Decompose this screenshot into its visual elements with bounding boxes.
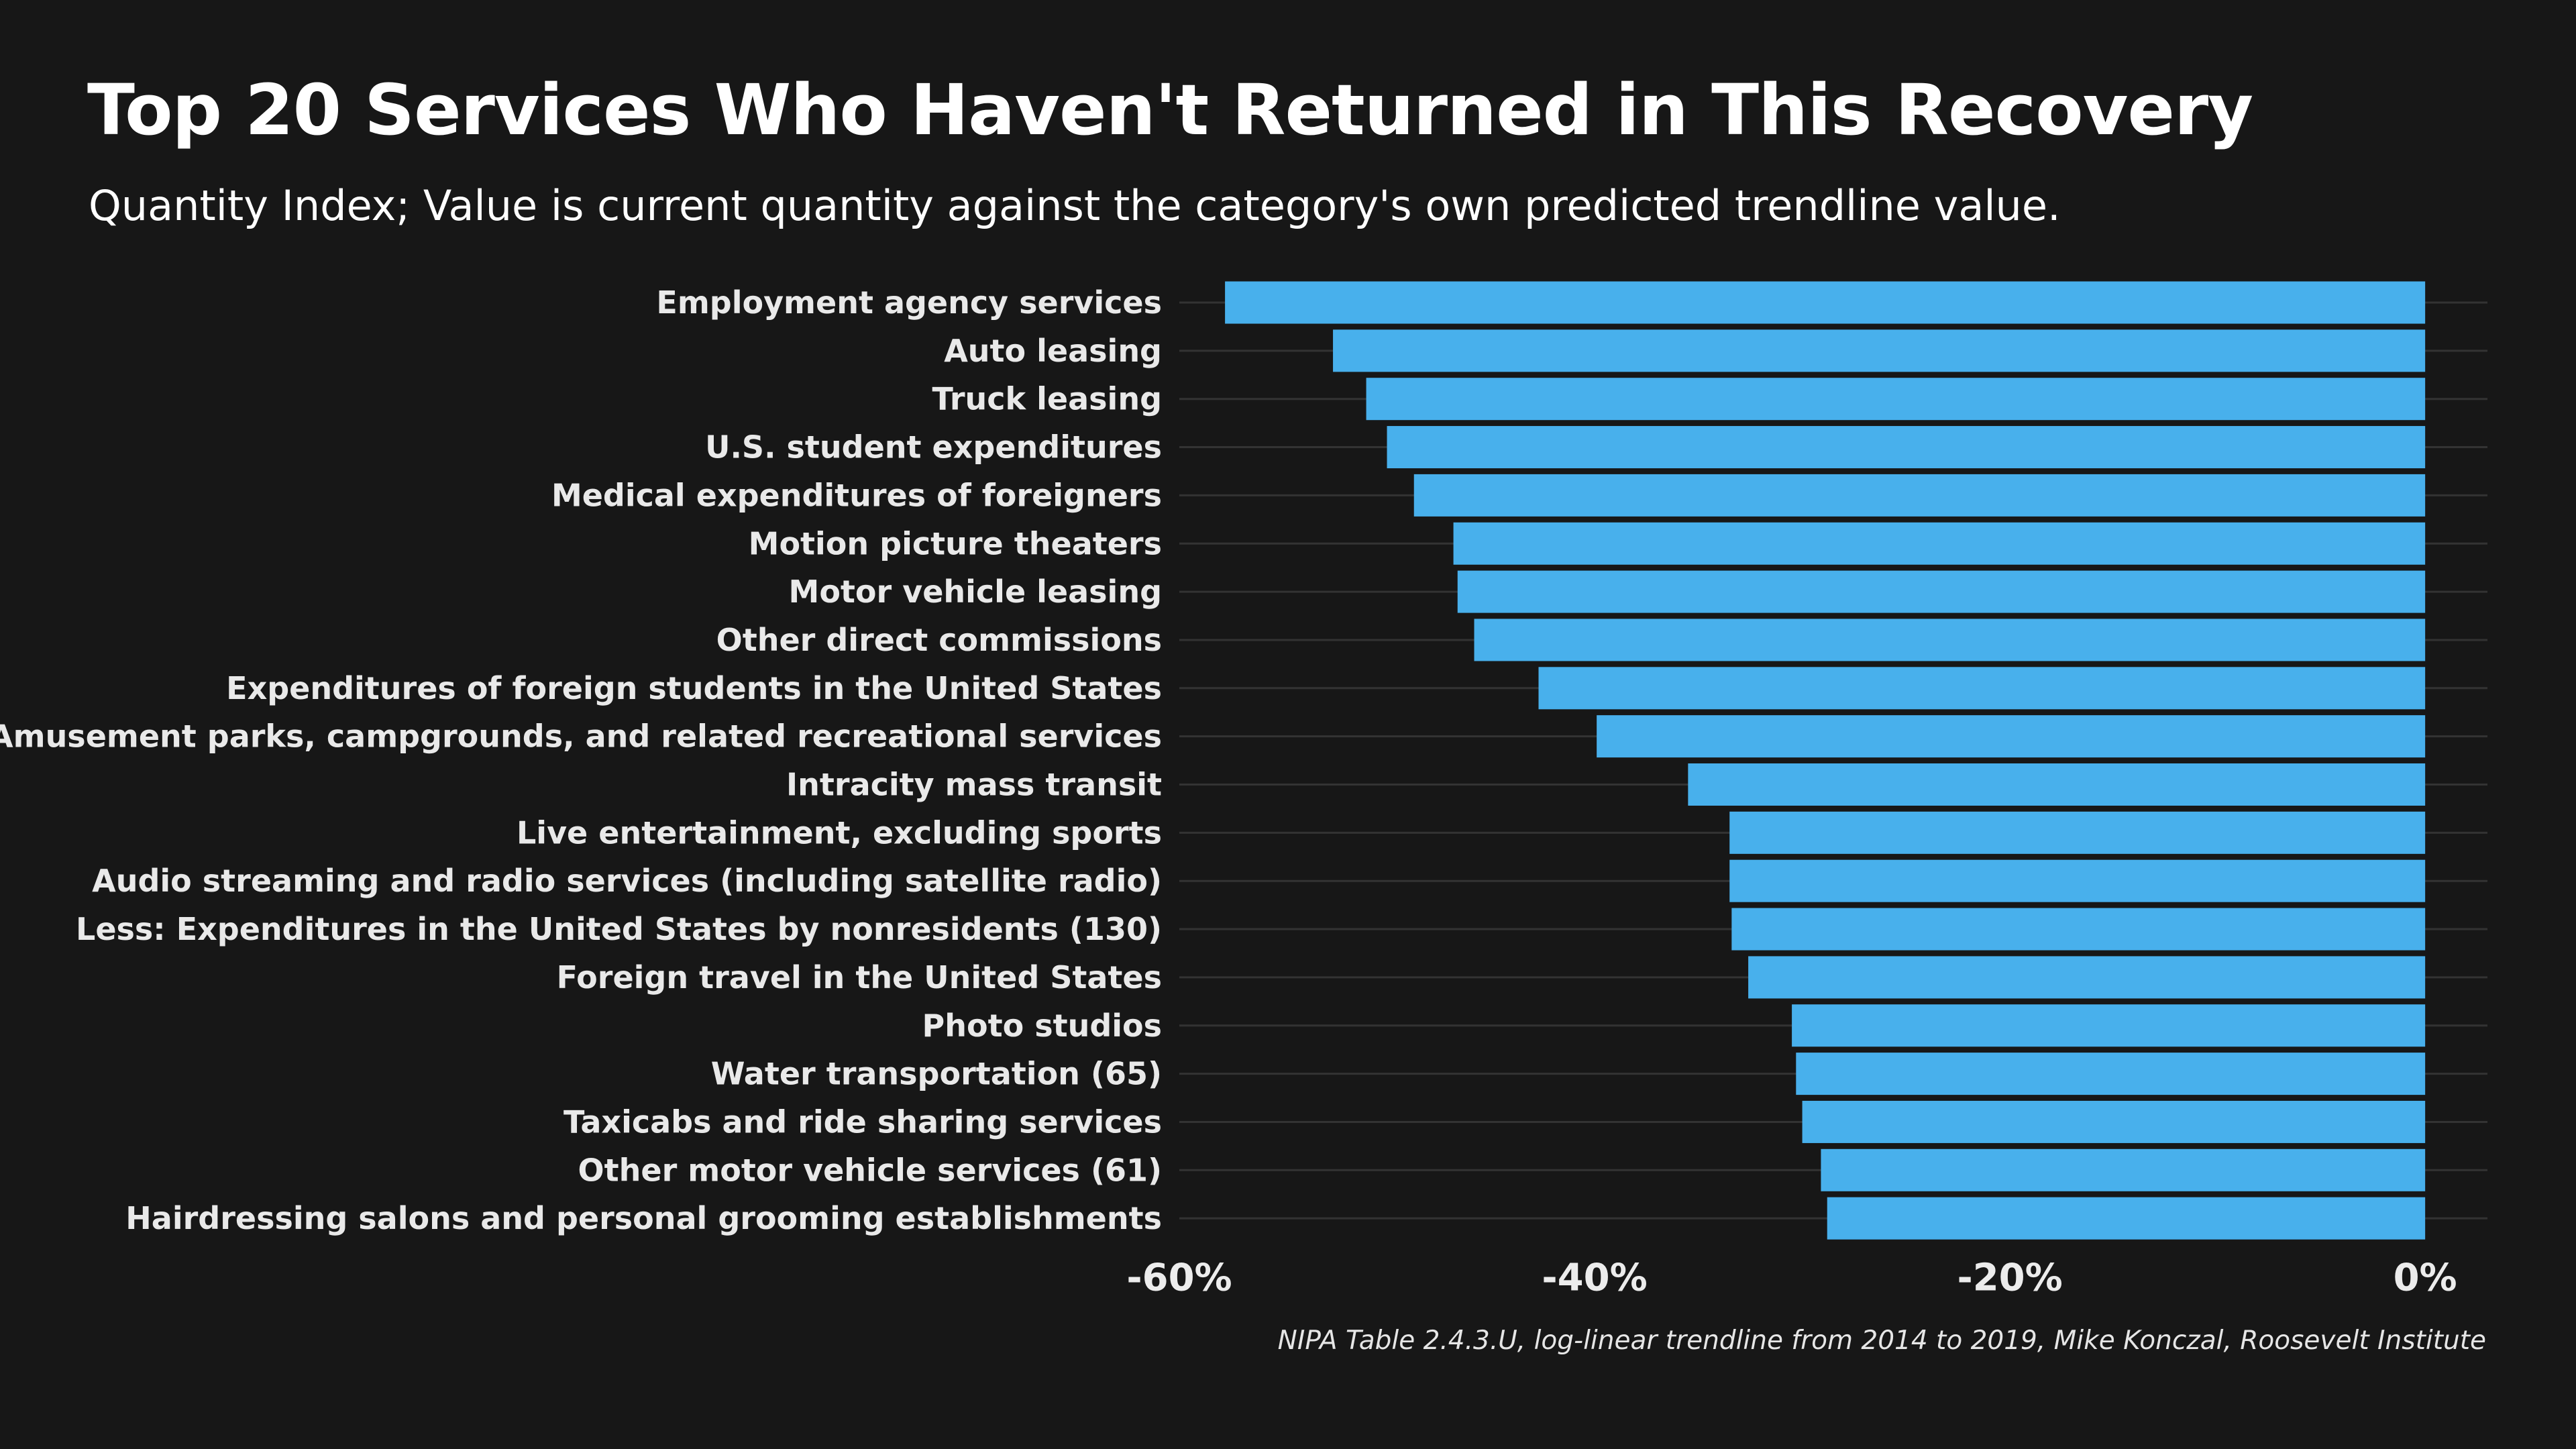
bar-6	[1453, 522, 2426, 565]
bar-13	[1729, 859, 2426, 902]
x-tick-label: -20%	[1957, 1256, 2062, 1300]
category-label: Medical expenditures of foreigners	[551, 477, 1162, 513]
bar-14	[1731, 908, 2426, 951]
bar-4	[1387, 426, 2426, 469]
bar-16	[1792, 1004, 2426, 1047]
category-label: Taxicabs and ride sharing services	[564, 1104, 1162, 1140]
bar-9	[1538, 667, 2426, 710]
category-label: Amusement parks, campgrounds, and relate…	[0, 718, 1162, 755]
chart-caption: NIPA Table 2.4.3.U, log-linear trendline…	[1277, 1326, 2486, 1356]
bar-20	[1827, 1197, 2426, 1240]
bar-2	[1333, 329, 2426, 372]
category-label: Motion picture theaters	[749, 525, 1162, 561]
category-label: Auto leasing	[944, 333, 1162, 369]
category-label: Intracity mass transit	[786, 767, 1162, 803]
bar-7	[1457, 570, 2426, 613]
category-label: Other motor vehicle services (61)	[578, 1152, 1162, 1188]
x-tick-label: -60%	[1126, 1256, 1232, 1300]
category-label: Other direct commissions	[716, 622, 1162, 658]
category-label: Live entertainment, excluding sports	[517, 814, 1162, 851]
bar-3	[1366, 378, 2426, 421]
bar-15	[1748, 956, 2426, 999]
category-label: Photo studios	[922, 1008, 1162, 1044]
chart-subtitle: Quantity Index; Value is current quantit…	[89, 181, 2061, 230]
category-label: Water transportation (65)	[711, 1056, 1162, 1092]
bar-19	[1821, 1148, 2426, 1191]
bar-18	[1802, 1100, 2426, 1143]
category-label: Employment agency services	[656, 284, 1162, 321]
x-axis-ticks: -60% -40% -20% 0%	[1126, 1256, 2457, 1300]
bar-12	[1729, 811, 2426, 854]
bar-5	[1413, 474, 2426, 517]
bar-10	[1597, 715, 2426, 758]
category-label: Audio streaming and radio services (incl…	[92, 863, 1162, 899]
bar-1	[1225, 281, 2426, 324]
category-label: U.S. student expenditures	[705, 429, 1162, 466]
x-tick-label: -40%	[1542, 1256, 1647, 1300]
category-label: Foreign travel in the United States	[557, 959, 1162, 996]
x-tick-label: 0%	[2394, 1256, 2457, 1300]
bar-11	[1688, 763, 2426, 806]
bars	[1225, 281, 2426, 1240]
category-label: Less: Expenditures in the United States …	[76, 911, 1162, 947]
category-label: Hairdressing salons and personal groomin…	[125, 1200, 1162, 1236]
category-label: Truck leasing	[932, 381, 1162, 417]
bar-8	[1474, 619, 2426, 661]
category-labels: Employment agency services Auto leasing Tr…	[0, 284, 1162, 1236]
category-label: Expenditures of foreign students in the …	[226, 670, 1162, 706]
category-label: Motor vehicle leasing	[789, 574, 1162, 610]
chart-title: Top 20 Services Who Haven't Returned in …	[87, 69, 2253, 151]
bar-17	[1796, 1053, 2426, 1095]
